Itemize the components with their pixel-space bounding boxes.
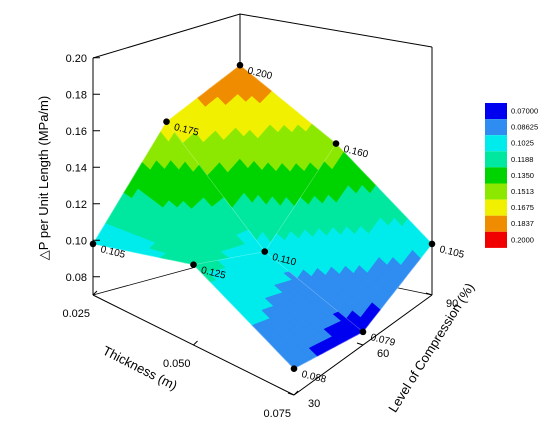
data-point-label: 0.105 xyxy=(438,244,465,261)
y-tick-mark xyxy=(356,342,364,346)
z-tick-label: 0.12 xyxy=(66,199,87,211)
data-point xyxy=(428,240,436,248)
z-tick-label: 0.20 xyxy=(66,53,87,65)
legend-swatch xyxy=(485,167,507,184)
data-point-label: 0.079 xyxy=(369,332,396,349)
data-point xyxy=(290,365,298,373)
x-tick-mark xyxy=(92,290,98,296)
legend-swatch xyxy=(485,151,507,168)
y-axis-label: Level of Compression (%) xyxy=(385,280,477,415)
legend-swatch xyxy=(485,103,507,120)
y-tick-label: 90 xyxy=(446,298,458,310)
z-tick-label: 0.16 xyxy=(66,126,87,138)
legend-swatch xyxy=(485,231,507,248)
surface-layer xyxy=(92,64,433,370)
y-tick-label: 30 xyxy=(308,398,320,410)
x-tick-label: 0.075 xyxy=(263,408,291,420)
legend-swatch xyxy=(485,215,507,232)
z-tick-label: 0.14 xyxy=(66,162,87,174)
legend-label: 0.1025 xyxy=(511,139,534,148)
data-point xyxy=(359,328,367,336)
legend-label: 0.07000 xyxy=(511,107,538,116)
ticks-layer: 0.08 0.10 0.12 0.14 0.16 0.18 0.20 0.025 0.050 0.… xyxy=(62,53,458,420)
data-point xyxy=(236,61,244,69)
legend-label: 0.1513 xyxy=(511,187,534,196)
legend-label: 0.1837 xyxy=(511,219,534,228)
y-tick-label: 60 xyxy=(377,348,389,360)
data-point xyxy=(261,248,269,255)
legend-swatch xyxy=(485,135,507,152)
y-tick-mark xyxy=(287,392,295,396)
z-tick-label: 0.18 xyxy=(66,89,87,101)
legend-label: 0.1350 xyxy=(511,171,534,180)
x-tick-mark xyxy=(293,390,299,396)
legend-label: 0.1188 xyxy=(511,155,533,164)
z-tick-label: 0.10 xyxy=(66,235,87,247)
data-point-label: 0.088 xyxy=(300,369,327,386)
color-legend: 0.07000 0.08625 0.1025 0.1188 0.1350 0.1513 0.… xyxy=(485,103,538,248)
x-tick-mark xyxy=(193,340,198,346)
legend-swatch xyxy=(485,119,507,136)
data-point xyxy=(163,118,170,125)
legend-label: 0.08625 xyxy=(511,123,538,132)
data-point xyxy=(332,140,340,147)
z-axis-label: △P per Unit Length (MPa/m) xyxy=(36,96,51,260)
top-back-edge xyxy=(92,13,433,59)
z-tick-label: 0.08 xyxy=(66,272,87,284)
legend-swatch xyxy=(485,183,507,200)
legend-label: 0.1675 xyxy=(511,203,534,212)
data-point xyxy=(190,261,197,269)
legend-swatch xyxy=(485,199,507,216)
data-point xyxy=(89,240,97,248)
x-tick-label: 0.050 xyxy=(163,358,191,370)
y-tick-mark xyxy=(425,292,433,296)
x-tick-label: 0.025 xyxy=(62,308,90,320)
surface-patch xyxy=(285,356,301,370)
legend-label: 0.2000 xyxy=(511,235,534,244)
